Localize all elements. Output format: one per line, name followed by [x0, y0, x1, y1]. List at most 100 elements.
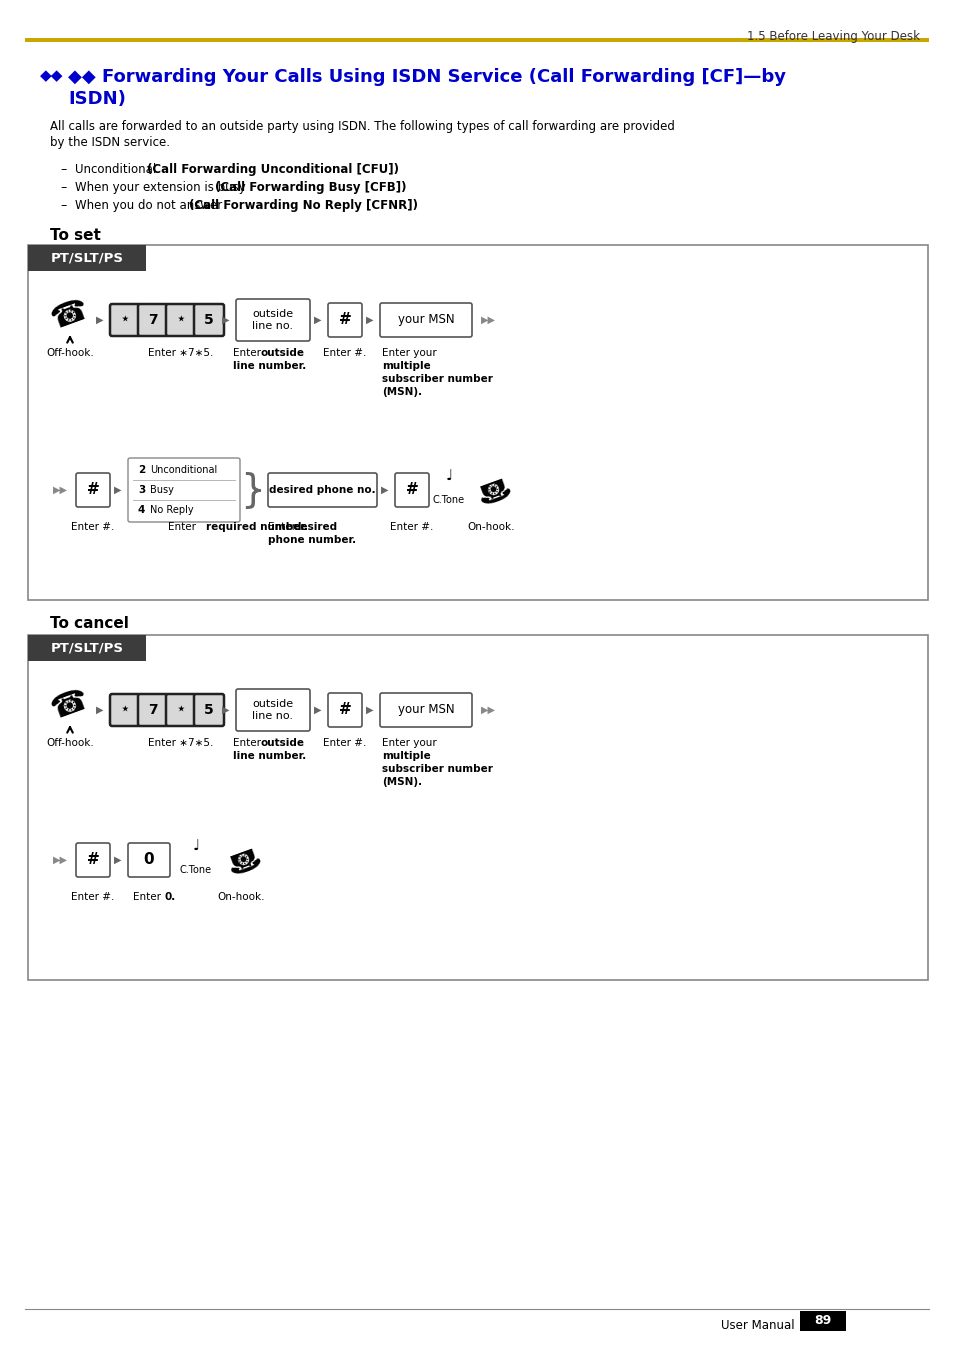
Text: ⋆: ⋆	[121, 703, 130, 717]
Text: 0: 0	[144, 852, 154, 867]
Text: ▶: ▶	[366, 315, 374, 326]
Text: line number.: line number.	[233, 751, 306, 761]
Text: When your extension is busy: When your extension is busy	[75, 181, 250, 195]
Text: ⋆: ⋆	[176, 703, 185, 717]
Text: Enter: Enter	[168, 521, 199, 532]
Text: 3: 3	[138, 485, 145, 494]
Text: C.Tone: C.Tone	[180, 865, 212, 875]
Text: (Call Forwarding No Reply [CFNR]): (Call Forwarding No Reply [CFNR])	[189, 199, 417, 212]
Text: To set: To set	[50, 228, 101, 243]
Text: #: #	[338, 312, 351, 327]
FancyBboxPatch shape	[268, 473, 376, 507]
Text: ▶: ▶	[314, 705, 321, 715]
Text: ◆◆ Forwarding Your Calls Using ISDN Service (Call Forwarding [CF]—by: ◆◆ Forwarding Your Calls Using ISDN Serv…	[68, 68, 785, 86]
Text: outside: outside	[261, 738, 305, 748]
Text: #: #	[405, 482, 418, 497]
Text: 0.: 0.	[165, 892, 176, 902]
Text: ☎: ☎	[470, 469, 512, 507]
Text: PT/SLT/PS: PT/SLT/PS	[51, 251, 123, 265]
Text: ▶: ▶	[96, 315, 104, 326]
FancyBboxPatch shape	[395, 473, 429, 507]
Text: desired phone no.: desired phone no.	[269, 485, 375, 494]
FancyBboxPatch shape	[76, 843, 110, 877]
Text: Enter: Enter	[268, 521, 299, 532]
Text: ▶: ▶	[114, 485, 122, 494]
Text: your MSN: your MSN	[397, 704, 454, 716]
FancyBboxPatch shape	[166, 304, 195, 336]
Bar	[28, 245, 146, 272]
Text: Unconditional: Unconditional	[150, 465, 217, 476]
Text: On-hook.: On-hook.	[467, 521, 515, 532]
Text: ☎: ☎	[220, 839, 262, 877]
Text: (MSN).: (MSN).	[381, 777, 421, 788]
Text: ▶▶: ▶▶	[480, 315, 495, 326]
Text: ▶: ▶	[222, 315, 230, 326]
Text: –: –	[60, 199, 66, 212]
Bar	[28, 635, 146, 661]
Text: 5: 5	[204, 703, 213, 717]
FancyBboxPatch shape	[128, 843, 170, 877]
Text: ▶: ▶	[222, 705, 230, 715]
Text: your MSN: your MSN	[397, 313, 454, 327]
Text: ▶: ▶	[96, 705, 104, 715]
Text: line number.: line number.	[233, 361, 306, 372]
Text: Enter ∗7∗5.: Enter ∗7∗5.	[148, 349, 213, 358]
Bar	[28, 635, 927, 979]
Text: by the ISDN service.: by the ISDN service.	[50, 136, 170, 149]
FancyBboxPatch shape	[128, 458, 240, 521]
Text: subscriber number: subscriber number	[381, 765, 493, 774]
Text: ▶▶: ▶▶	[52, 485, 68, 494]
Text: User Manual: User Manual	[720, 1319, 794, 1332]
Text: ▶: ▶	[114, 855, 122, 865]
Text: (MSN).: (MSN).	[381, 386, 421, 397]
FancyBboxPatch shape	[138, 304, 168, 336]
FancyBboxPatch shape	[76, 473, 110, 507]
FancyBboxPatch shape	[235, 299, 310, 340]
Text: 7: 7	[148, 313, 157, 327]
Text: Enter ∗7∗5.: Enter ∗7∗5.	[148, 738, 213, 748]
Text: Enter your: Enter your	[381, 349, 439, 358]
Bar	[25, 38, 928, 42]
Text: ☎: ☎	[47, 685, 92, 725]
FancyBboxPatch shape	[193, 694, 224, 725]
Text: required number.: required number.	[206, 521, 308, 532]
FancyBboxPatch shape	[328, 303, 361, 336]
Text: Enter #.: Enter #.	[390, 521, 434, 532]
Text: All calls are forwarded to an outside party using ISDN. The following types of c: All calls are forwarded to an outside pa…	[50, 120, 674, 132]
Text: (Call Forwarding Unconditional [CFU]): (Call Forwarding Unconditional [CFU])	[147, 163, 398, 176]
Text: Enter #.: Enter #.	[323, 349, 366, 358]
Text: subscriber number: subscriber number	[381, 374, 493, 384]
Text: Enter your: Enter your	[381, 738, 439, 748]
Bar	[28, 245, 927, 600]
Text: PT/SLT/PS: PT/SLT/PS	[51, 642, 123, 654]
FancyBboxPatch shape	[166, 694, 195, 725]
Text: ISDN): ISDN)	[68, 91, 126, 108]
Text: ♩: ♩	[445, 469, 452, 484]
Text: To cancel: To cancel	[50, 616, 129, 631]
Text: ▶: ▶	[314, 315, 321, 326]
Text: Busy: Busy	[150, 485, 173, 494]
Text: 7: 7	[148, 703, 157, 717]
Text: Off-hook.: Off-hook.	[46, 349, 93, 358]
FancyBboxPatch shape	[379, 303, 472, 336]
FancyBboxPatch shape	[328, 693, 361, 727]
FancyBboxPatch shape	[379, 693, 472, 727]
Bar	[800, 1310, 845, 1331]
Text: ⋆: ⋆	[121, 313, 130, 327]
Text: multiple: multiple	[381, 751, 431, 761]
Text: ▶▶: ▶▶	[52, 855, 68, 865]
Text: desired: desired	[294, 521, 337, 532]
Text: #: #	[87, 852, 99, 867]
Text: ♩: ♩	[193, 839, 199, 854]
FancyBboxPatch shape	[110, 694, 140, 725]
Text: phone number.: phone number.	[268, 535, 355, 544]
Text: C.Tone: C.Tone	[433, 494, 464, 505]
Text: (Call Forwarding Busy [CFB]): (Call Forwarding Busy [CFB])	[214, 181, 406, 195]
Text: multiple: multiple	[381, 361, 431, 372]
FancyBboxPatch shape	[110, 304, 140, 336]
Text: 89: 89	[814, 1315, 831, 1328]
FancyBboxPatch shape	[235, 689, 310, 731]
FancyBboxPatch shape	[138, 694, 168, 725]
Text: Enter: Enter	[233, 738, 264, 748]
Text: Unconditional: Unconditional	[75, 163, 160, 176]
